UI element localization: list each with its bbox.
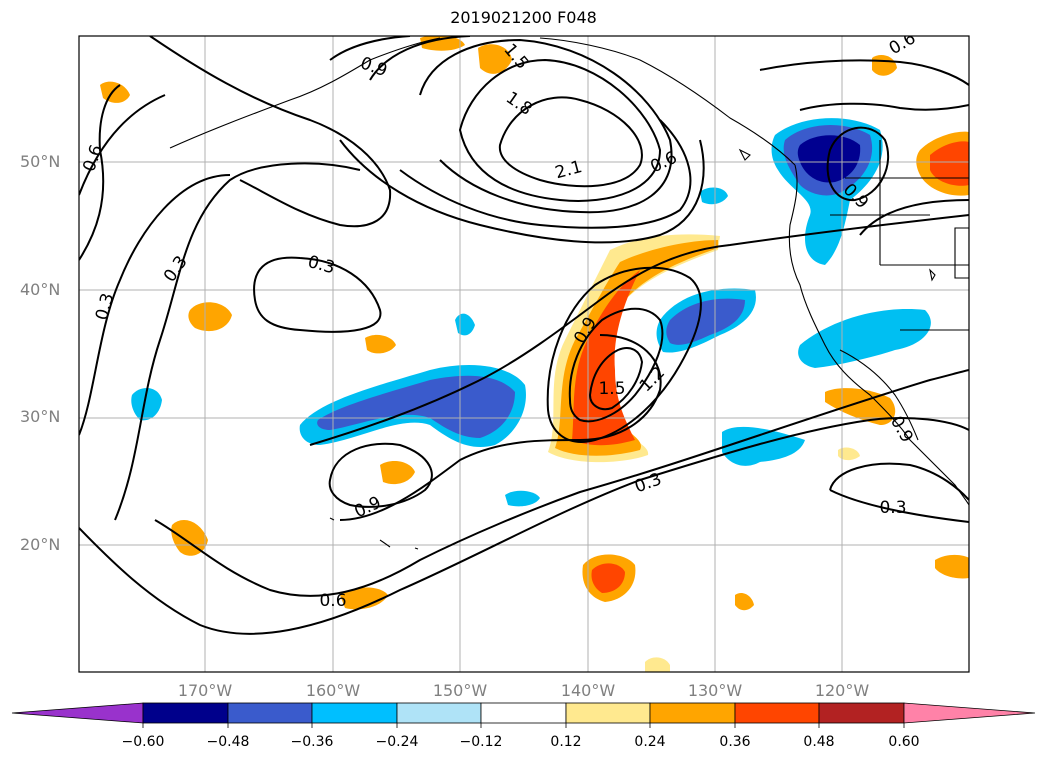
positive-anomaly-small-2 (171, 520, 208, 556)
positive-anomaly-small-13 (645, 657, 670, 672)
colorbar-bin (396, 702, 482, 724)
lat-label: 20°N (20, 535, 61, 554)
colorbar-extend-high (903, 702, 1036, 724)
positive-anomaly-small-5 (100, 81, 130, 103)
lat-label: 40°N (20, 280, 61, 299)
lon-label: 130°W (687, 681, 743, 700)
colorbar-tick-label: 0.24 (634, 734, 666, 750)
contour-label: 0.3 (879, 498, 906, 518)
positive-anomaly-small-8 (872, 55, 897, 76)
lat-label: 50°N (20, 152, 61, 171)
contours (79, 36, 969, 635)
contour-label: 0.3 (160, 252, 192, 286)
map-area: 0.6 0.9 1.5 1.8 2.1 0.6 0.3 0.3 0.3 0.9 … (79, 28, 969, 672)
colorbar-bin (818, 702, 905, 724)
negative-anomaly-ca (798, 309, 931, 368)
colorbar-tick-label: −0.36 (290, 734, 334, 750)
lon-label: 160°W (305, 681, 361, 700)
contour-label: 2.1 (553, 157, 584, 183)
positive-anomaly-small-12 (838, 447, 860, 461)
colorbar-bin (142, 702, 229, 724)
colorbar-bin (227, 702, 313, 724)
map-title: 2019021200 F048 (450, 8, 597, 27)
colorbar-tick-label: 0.48 (803, 734, 835, 750)
lon-label: 140°W (560, 681, 616, 700)
colorbar-tick-label: −0.48 (206, 734, 250, 750)
contour-label: 0.6 (319, 591, 346, 611)
colorbar-tick-label: 0.12 (550, 734, 582, 750)
positive-anomaly-small-1 (188, 302, 232, 332)
negative-anomaly-small-2 (455, 313, 475, 336)
colorbar-bin (311, 702, 398, 724)
colorbar-tick-label: 0.36 (719, 734, 751, 750)
positive-anomaly-small-6 (478, 44, 512, 74)
colorbar (11, 702, 1036, 728)
shaded-anomalies (100, 36, 969, 672)
colorbar-bin (649, 702, 736, 724)
negative-anomaly-west-core (317, 375, 515, 438)
lon-label: 150°W (432, 681, 488, 700)
colorbar-tick-label: −0.12 (459, 734, 503, 750)
graticule (79, 36, 969, 672)
colorbar-tick-label: −0.24 (375, 734, 419, 750)
positive-anomaly-small-11 (735, 593, 754, 611)
lon-label: 170°W (177, 681, 233, 700)
positive-anomaly-small-9 (365, 334, 396, 354)
positive-anomaly-small-3 (380, 460, 415, 485)
lon-label: 120°W (814, 681, 870, 700)
colorbar-bin (565, 702, 651, 724)
negative-anomaly-small-1 (131, 388, 162, 421)
colorbar-extend-low (11, 702, 144, 724)
colorbar-tick-label: 0.60 (888, 734, 920, 750)
contour-label: 0.6 (886, 28, 919, 59)
positive-anomaly-west-coast-core (930, 141, 969, 186)
contour-label: 1.8 (502, 88, 536, 120)
negative-anomaly-small-4 (700, 187, 728, 205)
contour-label: 0.3 (306, 252, 337, 278)
contour-label: 0.3 (92, 291, 118, 322)
colorbar-tick-label: −0.60 (121, 734, 165, 750)
contour-label: 0.9 (358, 53, 390, 81)
positive-anomaly-south-core (591, 563, 625, 593)
lat-label: 30°N (20, 407, 61, 426)
contour-label: 1.5 (598, 379, 625, 399)
negative-anomaly-small-3 (505, 490, 540, 507)
coastlines (169, 37, 969, 550)
colorbar-bin (480, 702, 567, 724)
colorbar-bin (734, 702, 820, 724)
positive-anomaly-small-4 (340, 587, 388, 610)
map-frame (78, 35, 970, 673)
positive-anomaly-small-10 (935, 554, 969, 579)
negative-anomaly-east-core (666, 298, 745, 345)
negative-anomaly-sw (722, 426, 805, 466)
